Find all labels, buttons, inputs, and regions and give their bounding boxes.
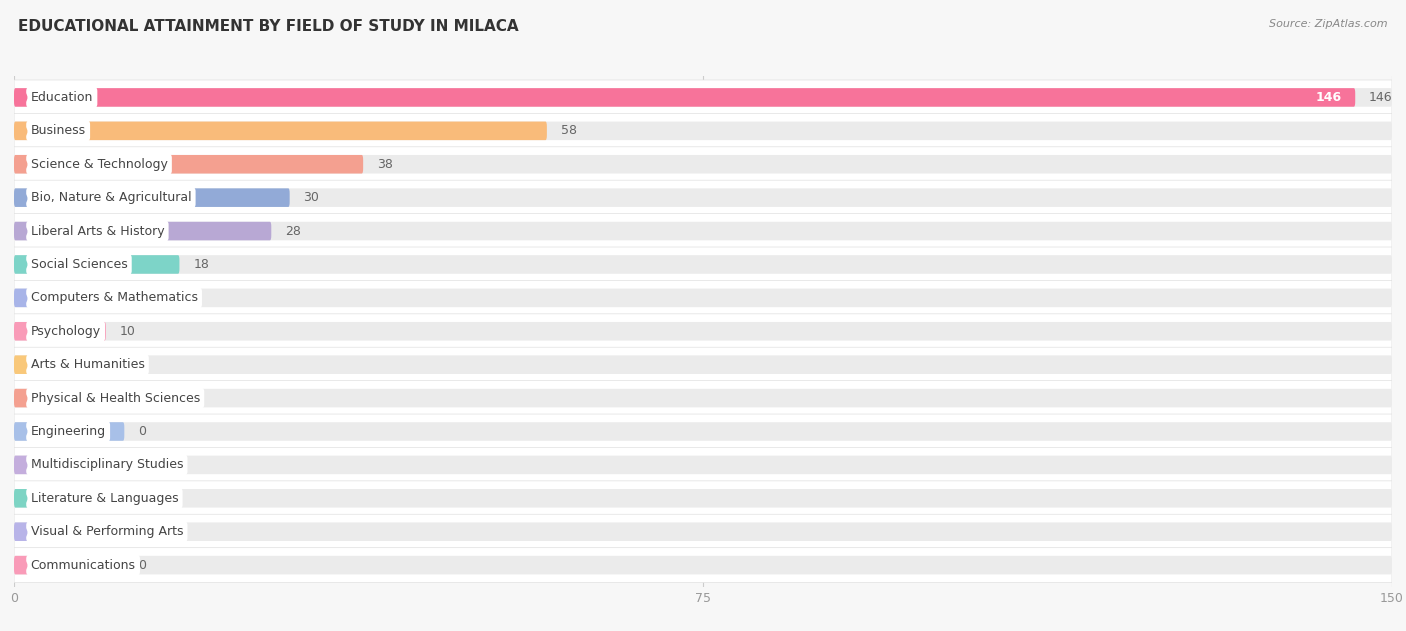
- FancyBboxPatch shape: [14, 122, 547, 140]
- FancyBboxPatch shape: [14, 389, 124, 408]
- FancyBboxPatch shape: [14, 80, 1392, 115]
- FancyBboxPatch shape: [14, 556, 124, 574]
- Text: Psychology: Psychology: [31, 325, 101, 338]
- Text: 0: 0: [138, 458, 146, 471]
- FancyBboxPatch shape: [14, 347, 1392, 382]
- Text: 10: 10: [120, 358, 135, 371]
- Text: 38: 38: [377, 158, 392, 171]
- FancyBboxPatch shape: [14, 422, 124, 441]
- FancyBboxPatch shape: [14, 322, 1392, 341]
- FancyBboxPatch shape: [14, 514, 1392, 549]
- Text: Physical & Health Sciences: Physical & Health Sciences: [31, 392, 200, 404]
- FancyBboxPatch shape: [14, 489, 1392, 507]
- FancyBboxPatch shape: [14, 189, 290, 207]
- Text: Visual & Performing Arts: Visual & Performing Arts: [31, 525, 183, 538]
- Text: 0: 0: [138, 492, 146, 505]
- Text: 28: 28: [285, 225, 301, 237]
- Text: 0: 0: [138, 392, 146, 404]
- FancyBboxPatch shape: [14, 489, 124, 507]
- Text: 10: 10: [120, 292, 135, 304]
- Text: Literature & Languages: Literature & Languages: [31, 492, 179, 505]
- FancyBboxPatch shape: [14, 288, 1392, 307]
- FancyBboxPatch shape: [14, 155, 363, 174]
- FancyBboxPatch shape: [14, 288, 105, 307]
- FancyBboxPatch shape: [14, 122, 1392, 140]
- FancyBboxPatch shape: [14, 414, 1392, 449]
- Text: Education: Education: [31, 91, 93, 104]
- FancyBboxPatch shape: [14, 280, 1392, 316]
- Text: Business: Business: [31, 124, 86, 138]
- FancyBboxPatch shape: [14, 180, 1392, 215]
- FancyBboxPatch shape: [14, 522, 124, 541]
- FancyBboxPatch shape: [14, 481, 1392, 516]
- FancyBboxPatch shape: [14, 447, 1392, 482]
- Text: Engineering: Engineering: [31, 425, 105, 438]
- Text: 0: 0: [138, 425, 146, 438]
- Text: Social Sciences: Social Sciences: [31, 258, 128, 271]
- Text: Computers & Mathematics: Computers & Mathematics: [31, 292, 198, 304]
- FancyBboxPatch shape: [14, 255, 180, 274]
- FancyBboxPatch shape: [14, 114, 1392, 148]
- FancyBboxPatch shape: [14, 214, 1392, 249]
- FancyBboxPatch shape: [14, 314, 1392, 349]
- FancyBboxPatch shape: [14, 88, 1392, 107]
- FancyBboxPatch shape: [14, 422, 1392, 441]
- FancyBboxPatch shape: [14, 221, 271, 240]
- FancyBboxPatch shape: [14, 155, 1392, 174]
- FancyBboxPatch shape: [14, 355, 1392, 374]
- FancyBboxPatch shape: [14, 355, 105, 374]
- FancyBboxPatch shape: [14, 522, 1392, 541]
- FancyBboxPatch shape: [14, 380, 1392, 416]
- FancyBboxPatch shape: [14, 389, 1392, 408]
- FancyBboxPatch shape: [14, 548, 1392, 582]
- Text: Arts & Humanities: Arts & Humanities: [31, 358, 145, 371]
- Text: 0: 0: [138, 558, 146, 572]
- Text: 30: 30: [304, 191, 319, 204]
- FancyBboxPatch shape: [14, 255, 1392, 274]
- Text: 146: 146: [1369, 91, 1392, 104]
- Text: Bio, Nature & Agricultural: Bio, Nature & Agricultural: [31, 191, 191, 204]
- Text: 10: 10: [120, 325, 135, 338]
- Text: 146: 146: [1315, 91, 1341, 104]
- Text: 0: 0: [138, 525, 146, 538]
- FancyBboxPatch shape: [14, 556, 1392, 574]
- Text: Source: ZipAtlas.com: Source: ZipAtlas.com: [1270, 19, 1388, 29]
- FancyBboxPatch shape: [14, 221, 1392, 240]
- Text: 58: 58: [561, 124, 576, 138]
- Text: Multidisciplinary Studies: Multidisciplinary Studies: [31, 458, 183, 471]
- FancyBboxPatch shape: [14, 147, 1392, 182]
- FancyBboxPatch shape: [14, 456, 1392, 474]
- Text: Communications: Communications: [31, 558, 135, 572]
- FancyBboxPatch shape: [14, 88, 1355, 107]
- FancyBboxPatch shape: [14, 247, 1392, 282]
- FancyBboxPatch shape: [14, 456, 124, 474]
- FancyBboxPatch shape: [14, 322, 105, 341]
- Text: Liberal Arts & History: Liberal Arts & History: [31, 225, 165, 237]
- FancyBboxPatch shape: [14, 189, 1392, 207]
- Text: EDUCATIONAL ATTAINMENT BY FIELD OF STUDY IN MILACA: EDUCATIONAL ATTAINMENT BY FIELD OF STUDY…: [18, 19, 519, 34]
- Text: 18: 18: [193, 258, 209, 271]
- Text: Science & Technology: Science & Technology: [31, 158, 167, 171]
